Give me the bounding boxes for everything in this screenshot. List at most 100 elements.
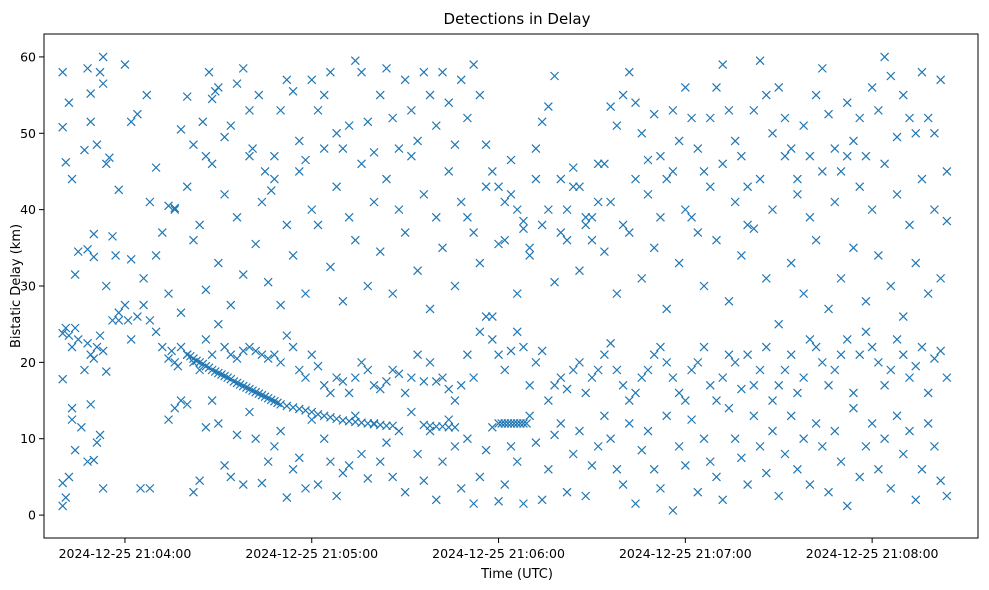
data-point	[618, 90, 628, 100]
data-point	[86, 89, 96, 98]
data-point	[606, 197, 616, 207]
data-point	[363, 474, 373, 483]
data-point	[817, 63, 827, 73]
data-point	[462, 434, 472, 444]
data-point	[462, 350, 472, 360]
data-point	[873, 464, 883, 474]
data-point	[431, 422, 441, 431]
data-point	[911, 361, 921, 371]
data-point	[506, 155, 516, 165]
data-point	[712, 235, 721, 245]
data-point	[332, 128, 342, 138]
data-point	[543, 205, 553, 215]
data-point	[749, 105, 759, 115]
data-point	[67, 415, 77, 425]
data-point	[189, 235, 198, 245]
data-point	[438, 67, 447, 77]
data-point	[226, 472, 236, 482]
data-point	[506, 346, 516, 356]
data-point	[905, 220, 914, 230]
data-point	[73, 247, 83, 257]
data-point	[254, 90, 264, 100]
data-point	[612, 365, 622, 375]
data-point	[89, 252, 99, 262]
data-point	[357, 67, 366, 77]
data-point	[232, 430, 242, 440]
data-point	[849, 403, 858, 413]
data-point	[917, 464, 927, 474]
data-point	[58, 501, 68, 511]
data-point	[755, 365, 765, 375]
data-point	[575, 182, 584, 192]
data-point	[481, 312, 491, 321]
data-point	[313, 105, 323, 115]
data-point	[220, 132, 229, 142]
data-point	[269, 151, 279, 161]
data-point	[213, 83, 223, 92]
data-point	[444, 422, 454, 432]
data-point	[257, 478, 267, 488]
data-point	[581, 212, 591, 222]
data-point	[581, 388, 591, 398]
data-point	[450, 422, 460, 432]
data-point	[568, 449, 578, 459]
data-point	[245, 407, 254, 417]
data-point	[817, 357, 827, 367]
data-point	[126, 117, 136, 127]
data-point	[164, 415, 173, 425]
data-point	[176, 342, 186, 352]
x-tick-label: 2024-12-25 21:05:00	[245, 546, 378, 561]
data-point	[780, 151, 790, 161]
data-point	[705, 113, 715, 123]
data-point	[450, 281, 460, 291]
data-point	[132, 312, 142, 321]
data-point	[500, 197, 510, 207]
data-point	[58, 67, 68, 77]
data-point	[382, 421, 391, 431]
data-point	[89, 229, 99, 239]
data-point	[350, 235, 360, 245]
data-point	[294, 136, 304, 146]
data-point	[525, 380, 535, 390]
data-point	[257, 350, 267, 360]
data-point	[344, 388, 354, 398]
data-point	[624, 67, 634, 77]
data-point	[388, 365, 398, 375]
y-tick-label: 30	[20, 279, 36, 294]
data-point	[680, 83, 690, 92]
data-point	[637, 445, 647, 455]
data-point	[98, 52, 108, 62]
data-point	[388, 113, 398, 123]
data-point	[64, 98, 74, 108]
data-point	[855, 472, 865, 482]
data-point	[836, 167, 846, 176]
data-point	[431, 212, 441, 222]
data-point	[824, 304, 833, 314]
data-point	[774, 83, 784, 92]
data-point	[245, 151, 254, 161]
data-point	[245, 105, 254, 115]
data-point	[61, 493, 71, 502]
data-point	[319, 434, 329, 444]
data-point	[338, 377, 348, 386]
data-point	[793, 174, 802, 184]
data-point	[637, 273, 647, 283]
data-point	[357, 159, 366, 169]
data-point	[911, 128, 921, 138]
data-point	[811, 235, 821, 245]
data-point	[413, 136, 423, 146]
data-point	[232, 79, 242, 89]
data-point	[550, 277, 560, 287]
data-point	[612, 289, 622, 299]
data-point	[550, 380, 560, 390]
data-point	[248, 144, 258, 153]
data-point	[475, 258, 485, 268]
data-point	[936, 75, 946, 85]
data-point	[425, 90, 435, 100]
data-point	[718, 373, 728, 383]
data-point	[338, 296, 348, 306]
data-point	[805, 212, 815, 222]
data-point	[123, 315, 133, 325]
data-point	[86, 399, 96, 409]
data-point	[512, 205, 522, 215]
